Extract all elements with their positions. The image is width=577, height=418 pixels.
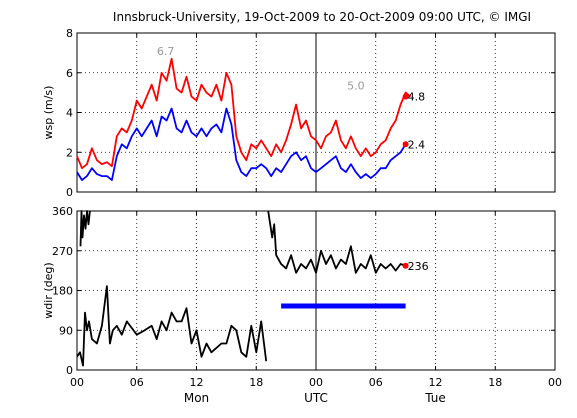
y-tick-label: 270 xyxy=(52,245,73,258)
x-tick-label: 12 xyxy=(190,376,204,389)
last-value-marker xyxy=(402,93,409,100)
series-line xyxy=(76,285,268,367)
last-value-marker xyxy=(402,262,409,269)
value-annotation: 236 xyxy=(408,260,429,273)
x-tick-label: 06 xyxy=(369,376,383,389)
y-tick-label: 0 xyxy=(66,364,73,377)
y-tick-label: 4 xyxy=(66,107,73,120)
wind-direction-panel: 0 90 180 270 360 wdir (deg) 236 xyxy=(42,205,556,377)
last-value-marker xyxy=(402,141,409,148)
x-tick-label: 18 xyxy=(249,376,263,389)
x-tick-label: 12 xyxy=(429,376,443,389)
x-tick-label: 18 xyxy=(488,376,502,389)
y-axis-label: wsp (m/s) xyxy=(42,86,55,140)
x-tick-label: 00 xyxy=(309,376,323,389)
x-tick-label: 00 xyxy=(70,376,84,389)
series-line xyxy=(267,210,406,274)
y-tick-label: 90 xyxy=(59,324,73,337)
x-tick-label: 06 xyxy=(130,376,144,389)
y-tick-label: 0 xyxy=(66,186,73,199)
peak-annotation: 5.0 xyxy=(347,80,365,93)
day-label: UTC xyxy=(304,391,328,405)
x-axis: 00 06 12 18 00 06 12 18 00 Mon UTC Tue xyxy=(70,376,562,405)
day-label: Tue xyxy=(424,391,446,405)
day-label: Mon xyxy=(184,391,209,405)
series-line xyxy=(76,57,412,170)
series-line xyxy=(76,107,407,182)
y-tick-label: 2 xyxy=(66,146,73,159)
value-annotation: 2.4 xyxy=(408,138,426,151)
y-axis-label: wdir (deg) xyxy=(42,262,55,318)
series-line xyxy=(79,210,91,247)
y-tick-label: 8 xyxy=(66,27,73,40)
peak-annotation: 6.7 xyxy=(157,45,175,58)
y-tick-label: 6 xyxy=(66,67,73,80)
value-annotation: 4.8 xyxy=(408,91,426,104)
wind-speed-panel: 0 2 4 6 8 wsp (m/s) 6.7 5.0 4.8 2.4 xyxy=(42,27,556,199)
x-tick-label: 00 xyxy=(548,376,562,389)
chart-title: Innsbruck-University, 19-Oct-2009 to 20-… xyxy=(113,10,531,24)
y-tick-label: 180 xyxy=(52,285,73,298)
y-tick-label: 360 xyxy=(52,205,73,218)
